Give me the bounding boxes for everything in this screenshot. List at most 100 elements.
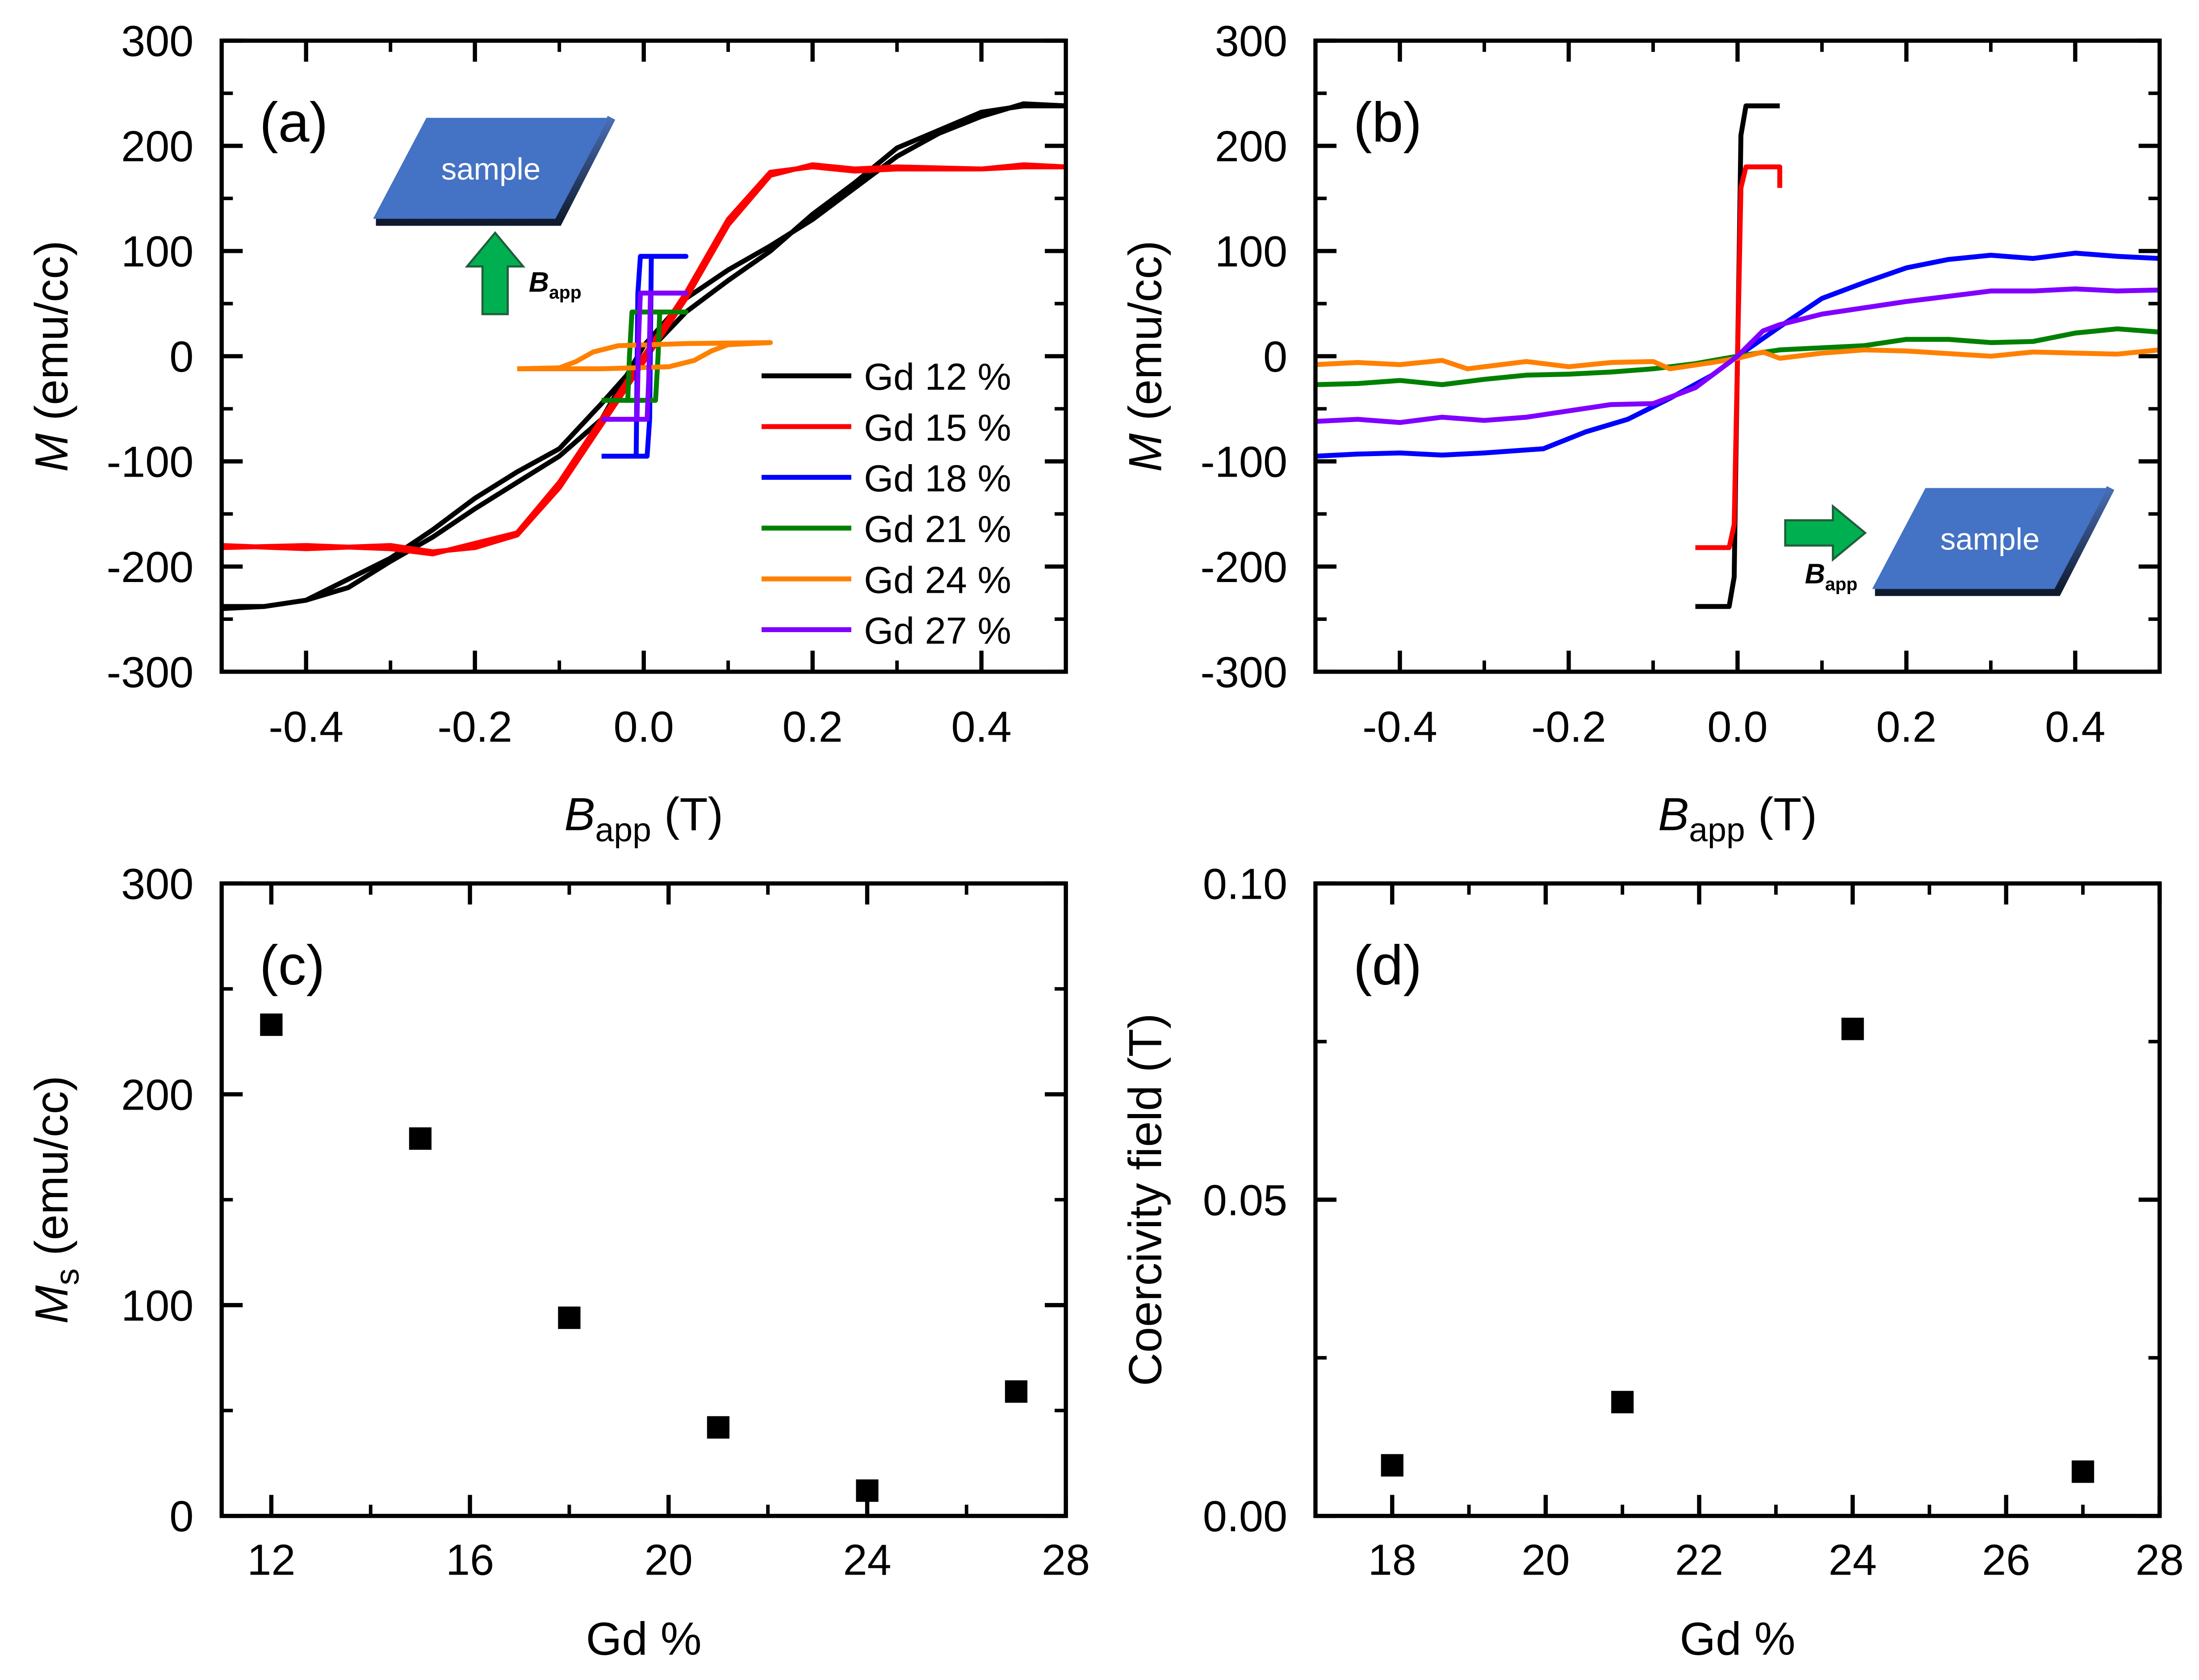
y-tick-label: 0: [1263, 332, 1287, 381]
field-arrow-right-icon: [1784, 504, 1867, 562]
x-tick-label: 0.2: [783, 703, 843, 751]
axis-symbol: M: [25, 1285, 77, 1324]
sample-label: sample: [441, 151, 541, 186]
x-tick-label: 22: [1675, 1536, 1723, 1584]
axis-unit: Gd %: [586, 1613, 702, 1664]
legend: Gd 12 % Gd 15 % Gd 18 % Gd 21 % Gd 24 % Gd 27…: [761, 356, 1011, 652]
axis-unit: (T): [651, 788, 723, 840]
y-axis-title: M (emu/cc): [1119, 240, 1171, 472]
plot-frame: [219, 38, 1068, 674]
series-line-gd-15-: [222, 162, 1066, 557]
legend-label: Gd 12 %: [864, 356, 1011, 398]
axis-unit: (emu/cc): [25, 240, 77, 433]
axis-subscript: app: [1689, 811, 1745, 849]
series-line-gd-24-: [1315, 347, 2160, 372]
legend-label: Gd 27 %: [864, 609, 1011, 652]
x-axis-title: Bapp (T): [564, 788, 723, 849]
y-tick-label: -100: [1200, 437, 1287, 486]
x-tick-label: 24: [843, 1536, 891, 1584]
y-tick-label: 100: [1215, 227, 1287, 276]
data-point: [1611, 1391, 1634, 1413]
sample-inset: sample Bapp: [373, 116, 616, 315]
axis-subscript: app: [595, 811, 651, 849]
sample-inset: sample Bapp: [1784, 486, 2115, 596]
x-tick-label: 18: [1368, 1536, 1416, 1584]
data-point: [1381, 1454, 1403, 1477]
y-tick-label: 100: [121, 1281, 193, 1330]
y-tick-label: 200: [121, 122, 193, 171]
y-axis-title: Coercivity field (T): [1119, 1013, 1171, 1386]
sample-label: sample: [1940, 522, 2040, 557]
panel-b: -0.4 -0.2 0.0 0.2 0.4 -300 -200 -100 0 100 200 300 (…: [1119, 17, 2162, 849]
y-tick-label: -100: [107, 437, 194, 486]
field-arrow-up-icon: [465, 231, 526, 315]
legend-label: Gd 21 %: [864, 508, 1011, 550]
x-tick-label: 20: [645, 1536, 693, 1584]
axis-symbol: M: [1119, 433, 1171, 472]
axis-unit: (emu/cc): [25, 1076, 77, 1269]
series-line-gd-27-: [1315, 286, 2160, 425]
y-tick-label: 100: [121, 227, 193, 276]
series-line-gd-15-: [1695, 164, 1782, 550]
data-point: [1841, 1018, 1864, 1040]
axis-unit: Coercivity field (T): [1119, 1013, 1171, 1386]
x-axis-title: Gd %: [586, 1613, 702, 1664]
x-tick-label: 28: [2136, 1536, 2184, 1584]
x-tick-label: 12: [247, 1536, 295, 1584]
sample-shape: [1872, 488, 2108, 589]
y-tick-label: -300: [107, 648, 194, 696]
plot-frame: [219, 881, 1068, 1518]
y-tick-label: 0: [169, 1492, 193, 1541]
panel-label: (b): [1353, 91, 1422, 154]
x-tick-label: 0.4: [2045, 703, 2105, 751]
data-point: [260, 1013, 283, 1036]
y-tick-label: 300: [1215, 17, 1287, 66]
axis-subscript: s: [48, 1269, 86, 1286]
y-tick-label: -200: [1200, 543, 1287, 591]
panel-label: (c): [260, 934, 325, 997]
field-label: Bapp: [1805, 558, 1858, 595]
data-point: [1005, 1380, 1028, 1403]
series-line-gd-27-: [601, 290, 689, 422]
axis-unit: (emu/cc): [1119, 240, 1171, 433]
x-tick-label: 16: [446, 1536, 494, 1584]
y-axis-title: Ms (emu/cc): [25, 1076, 86, 1324]
panel-label: (d): [1353, 934, 1422, 997]
series-line-gd-12-: [222, 101, 1066, 611]
x-tick-label: 0.0: [1707, 703, 1768, 751]
x-tick-label: 20: [1521, 1536, 1570, 1584]
y-tick-label: 300: [121, 17, 193, 66]
y-tick-label: -200: [107, 543, 194, 591]
x-axis-title: Bapp (T): [1658, 788, 1817, 849]
panel-label: (a): [260, 91, 328, 154]
axis-unit: (T): [1745, 788, 1817, 840]
y-axis-title: M (emu/cc): [25, 240, 77, 472]
sample-shape: [373, 117, 609, 219]
y-tick-label: 0.00: [1203, 1492, 1287, 1541]
data-point: [707, 1416, 730, 1439]
x-tick-label: -0.2: [437, 703, 512, 751]
x-tick-label: 0.4: [951, 703, 1012, 751]
legend-label: Gd 15 %: [864, 406, 1011, 448]
y-tick-label: 0.05: [1203, 1176, 1287, 1224]
panel-c: 12 16 20 24 28 0 100 200 300 (c) Gd % Ms (emu/cc): [25, 859, 1090, 1664]
x-tick-label: -0.4: [1362, 703, 1437, 751]
axis-unit: Gd %: [1680, 1613, 1795, 1664]
data-point: [2071, 1460, 2094, 1483]
x-tick-label: 0.0: [614, 703, 674, 751]
x-axis-title: Gd %: [1680, 1613, 1795, 1664]
y-tick-label: 200: [1215, 122, 1287, 171]
panel-d: 18 20 22 24 26 28 0.00 0.05 0.10 (d) Gd % Coercivit…: [1119, 859, 2184, 1664]
legend-label: Gd 18 %: [864, 457, 1011, 499]
x-tick-label: 26: [1982, 1536, 2030, 1584]
plot-frame: [1313, 38, 2162, 674]
y-tick-label: 300: [121, 859, 193, 908]
data-point: [856, 1479, 879, 1502]
x-tick-label: -0.4: [268, 703, 343, 751]
data-point: [409, 1127, 432, 1150]
data-point: [558, 1306, 581, 1329]
legend-label: Gd 24 %: [864, 558, 1011, 601]
y-tick-label: 0: [169, 332, 193, 381]
panel-a: -0.4 -0.2 0.0 0.2 0.4 -300 -200 -100 0 100 200 300 (…: [25, 17, 1068, 849]
